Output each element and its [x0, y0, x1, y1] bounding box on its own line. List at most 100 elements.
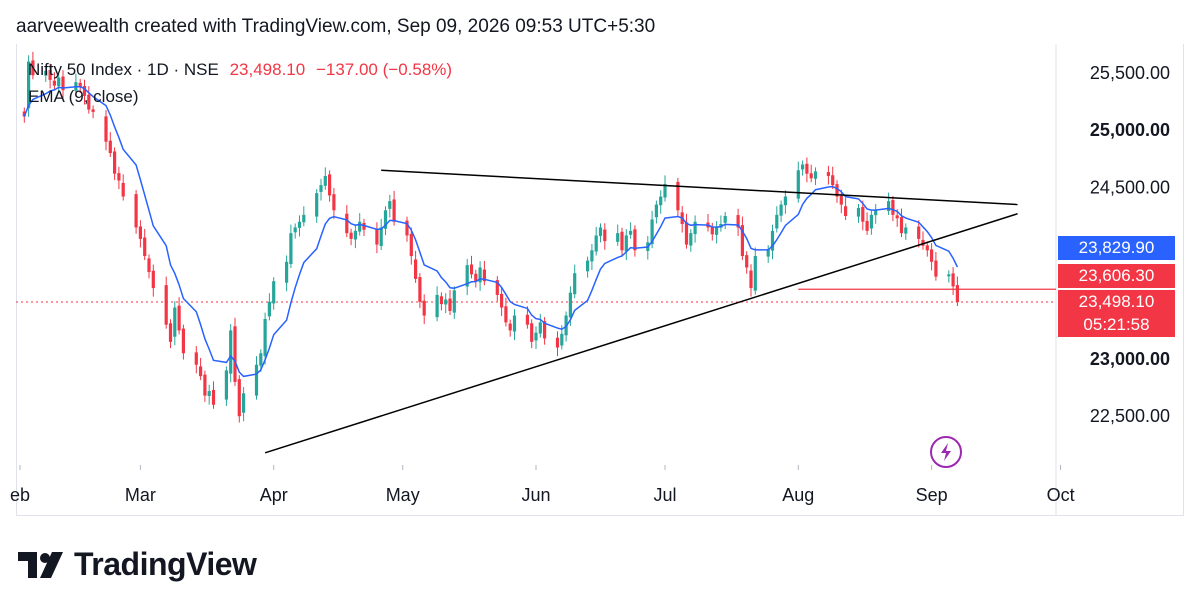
candle-down — [740, 225, 744, 257]
candle-down — [895, 215, 899, 219]
candle-down — [934, 260, 938, 277]
candle-up — [874, 210, 878, 216]
tradingview-logo[interactable]: TradingView — [18, 546, 257, 583]
candle-down — [409, 233, 413, 257]
candle-down — [633, 229, 637, 251]
lightning-bolt-icon — [941, 443, 951, 461]
ema-line — [23, 86, 959, 378]
candle-up — [586, 260, 590, 272]
candle-down — [805, 163, 809, 174]
candle-down — [495, 280, 499, 295]
candle-up — [796, 170, 800, 199]
candle-down — [332, 194, 336, 211]
candle-up — [173, 307, 177, 337]
candle-down — [684, 222, 689, 245]
candle-down — [835, 184, 839, 197]
candle-up — [616, 233, 620, 242]
candle-down — [61, 76, 65, 91]
candle-down — [138, 226, 142, 239]
candle-up — [598, 227, 603, 237]
candle-down — [108, 140, 112, 154]
candle-up — [229, 330, 233, 374]
candle-down — [955, 285, 959, 303]
candle-up — [452, 290, 456, 313]
candle-down — [349, 232, 353, 239]
candle-down — [861, 206, 865, 222]
candle-up — [538, 322, 542, 334]
candle-down — [414, 259, 418, 279]
candle-up — [297, 221, 302, 228]
candle-down — [500, 293, 504, 308]
y-tick-label: 25,500.00 — [1090, 63, 1170, 83]
symbol-label: Nifty 50 Index · 1D · NSE — [28, 60, 219, 79]
last-price-badge: 23,498.10 — [1058, 290, 1175, 314]
candle-down — [375, 228, 379, 245]
candle-up — [259, 353, 263, 366]
candle-down — [422, 300, 426, 316]
candle-down — [117, 173, 121, 181]
candle-up — [573, 273, 577, 295]
candle-down — [418, 277, 422, 302]
ema-indicator-legend[interactable]: EMA (9, close) — [28, 87, 139, 106]
candle-down — [164, 285, 168, 325]
candle-up — [388, 201, 392, 209]
ema-price-badge: 23,829.90 — [1058, 236, 1175, 260]
candle-down — [82, 85, 87, 96]
candle-down — [22, 111, 26, 117]
candle-up — [689, 233, 693, 246]
trendline — [381, 169, 1018, 206]
candle-down — [121, 182, 125, 197]
candle-down — [676, 181, 680, 211]
candle-down — [899, 217, 904, 234]
candle-up — [319, 185, 323, 192]
candle-up — [654, 204, 658, 218]
candle-down — [78, 82, 82, 87]
candle-up — [801, 164, 805, 170]
candle-down — [745, 255, 749, 268]
candle-up — [207, 391, 211, 396]
candle-up — [723, 216, 727, 223]
x-tick-label: Sep — [916, 485, 948, 505]
candle-down — [710, 226, 714, 235]
candle-down — [620, 231, 624, 251]
candle-down — [474, 273, 478, 282]
candle-up — [353, 230, 357, 240]
candle-up — [624, 235, 628, 252]
x-tick-label: Aug — [782, 485, 814, 505]
candle-down — [504, 306, 508, 323]
candle-up — [887, 201, 891, 212]
candle-up — [478, 267, 482, 283]
candle-down — [809, 173, 813, 179]
legend-change: −137.00 (−0.58%) — [315, 60, 453, 79]
candle-down — [181, 328, 185, 354]
candle-up — [715, 227, 719, 235]
candle-down — [113, 151, 117, 174]
candle-up — [813, 171, 818, 179]
candle-up — [358, 221, 362, 232]
candle-down — [237, 379, 241, 417]
candle-down — [211, 389, 216, 405]
candle-down — [525, 314, 529, 325]
candle-down — [91, 109, 95, 112]
level-price-badge: 23,606.30 — [1058, 264, 1175, 288]
candle-up — [435, 294, 439, 318]
candle-down — [405, 220, 409, 236]
candle-down — [831, 175, 835, 186]
candle-down — [736, 215, 740, 228]
candle-down — [199, 366, 203, 377]
y-tick-label: 24,500.00 — [1090, 177, 1170, 197]
candle-down — [951, 273, 955, 287]
candle-up — [663, 183, 667, 198]
candle-down — [543, 321, 547, 339]
candle-up — [560, 333, 564, 346]
y-tick-label: 22,500.00 — [1090, 406, 1170, 426]
candle-up — [267, 301, 271, 317]
symbol-legend[interactable]: Nifty 50 Index · 1D · NSE 23,498.10 −137… — [28, 60, 452, 80]
candle-up — [315, 193, 319, 217]
candle-up — [590, 250, 594, 262]
candle-down — [482, 269, 486, 282]
candle-down — [203, 374, 207, 396]
candle-down — [147, 258, 151, 273]
candle-down — [917, 226, 921, 239]
